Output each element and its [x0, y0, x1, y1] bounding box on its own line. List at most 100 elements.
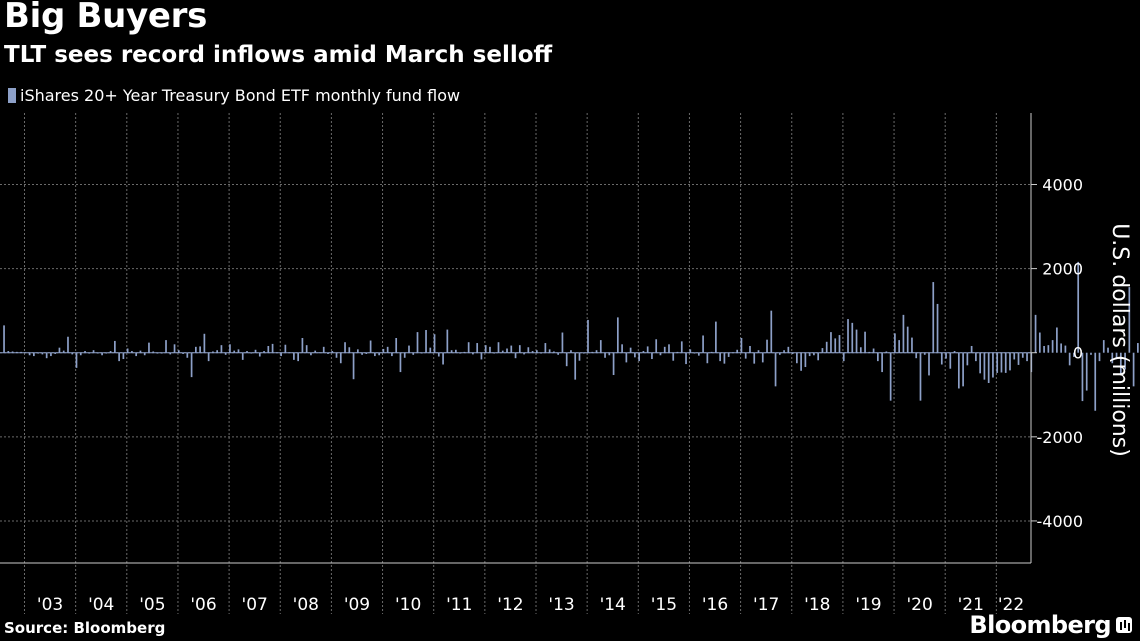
y-tick-label: 4000: [1042, 175, 1083, 194]
flow-bar: [680, 341, 683, 353]
flow-bar: [518, 345, 521, 353]
flow-bar: [983, 352, 986, 380]
flow-bar: [139, 350, 142, 353]
flow-bar: [766, 339, 768, 353]
flow-bar: [169, 352, 172, 355]
flow-bar: [864, 331, 866, 353]
flow-bar: [817, 352, 820, 361]
y-tick-labels: 4000 2000 0 -2000 -4000: [1031, 175, 1084, 531]
x-tick-label: '11: [446, 595, 472, 615]
flow-bar: [1128, 287, 1131, 353]
flow-bar: [604, 352, 606, 358]
flow-bar: [331, 351, 334, 353]
flow-bar: [263, 351, 265, 353]
flow-bar: [808, 352, 811, 357]
flow-bar: [774, 352, 777, 387]
x-tick-label: '05: [139, 595, 165, 615]
flow-bar: [382, 348, 385, 353]
flow-bar: [216, 350, 219, 353]
flow-bar: [663, 346, 666, 353]
flow-bar: [915, 352, 918, 359]
flow-bar: [446, 329, 449, 353]
flow-bar: [305, 345, 308, 353]
flow-bar: [616, 317, 619, 353]
x-tick-label: '12: [497, 595, 523, 615]
flow-bar: [114, 340, 116, 353]
flow-bar: [237, 349, 240, 353]
flow-bar: [651, 352, 653, 360]
flow-bar: [885, 351, 888, 353]
flow-bar: [442, 352, 444, 365]
flow-bar: [118, 352, 120, 362]
flow-bar: [267, 345, 270, 353]
flow-bar: [1043, 345, 1045, 353]
x-tick-label: '07: [242, 595, 268, 615]
flow-bar: [1073, 352, 1075, 357]
flow-bar: [45, 352, 48, 359]
flow-bar: [1021, 352, 1024, 358]
y-tick-label: -2000: [1037, 428, 1084, 447]
flow-bar: [668, 344, 670, 353]
x-tick-label: '14: [600, 595, 626, 615]
flow-bar: [830, 332, 832, 353]
flow-bar: [182, 352, 184, 354]
flow-bar: [1132, 352, 1135, 387]
x-tick-label: '21: [958, 595, 984, 615]
flow-bar: [280, 352, 282, 357]
flow-bar: [1038, 332, 1041, 353]
flow-bar: [1077, 261, 1080, 353]
flow-bar: [821, 348, 824, 353]
flow-bar: [54, 352, 57, 354]
x-tick-label: '15: [651, 595, 677, 615]
flow-bar: [715, 321, 717, 353]
flow-bar: [301, 338, 304, 353]
flow-bar: [297, 352, 299, 362]
flow-bar: [962, 352, 964, 387]
flow-bar: [847, 319, 849, 353]
flow-bar: [173, 344, 176, 353]
flow-bar: [143, 352, 146, 356]
flow-bar: [936, 303, 939, 353]
flow-bar: [356, 349, 359, 353]
flow-bar: [344, 342, 346, 353]
flow-bar: [608, 352, 611, 356]
flow-bar: [851, 322, 854, 353]
flow-bar: [476, 343, 479, 353]
flow-bar: [1056, 327, 1058, 353]
flow-bar: [1000, 352, 1003, 373]
flow-bar: [378, 352, 380, 356]
flow-bar: [484, 345, 487, 353]
x-tick-label: '06: [190, 595, 216, 615]
flow-bar: [339, 352, 342, 364]
flow-bar: [455, 349, 457, 353]
flow-bar: [945, 352, 947, 359]
chart-title: Big Buyers: [4, 0, 208, 36]
flow-bar: [697, 352, 700, 356]
axes: [0, 113, 1032, 564]
flow-bar: [574, 352, 577, 380]
x-tick-label: '04: [88, 595, 114, 615]
x-tick-label: '10: [395, 595, 421, 615]
flow-bar: [207, 352, 210, 362]
flow-bar: [744, 352, 747, 359]
flow-bar: [395, 338, 398, 353]
flow-bar: [199, 346, 201, 353]
flow-bar: [599, 340, 602, 353]
flow-bar: [872, 348, 875, 353]
flow-bar: [408, 345, 410, 353]
flow-bar: [361, 352, 363, 355]
flow-bar: [723, 352, 726, 364]
flow-bar: [1098, 352, 1101, 362]
x-tick-label: '08: [293, 595, 319, 615]
flow-bar: [1137, 343, 1139, 353]
y-axis-label: U.S. dollars (millions): [1107, 223, 1132, 457]
flow-bar: [966, 352, 969, 366]
flow-bar: [612, 352, 615, 376]
flow-bar: [719, 352, 721, 362]
flow-bar: [71, 352, 74, 355]
flow-bar: [736, 349, 739, 353]
flow-bar: [109, 351, 112, 353]
flow-bar: [889, 352, 892, 401]
flow-bar: [506, 348, 508, 353]
flow-bar: [335, 352, 338, 358]
